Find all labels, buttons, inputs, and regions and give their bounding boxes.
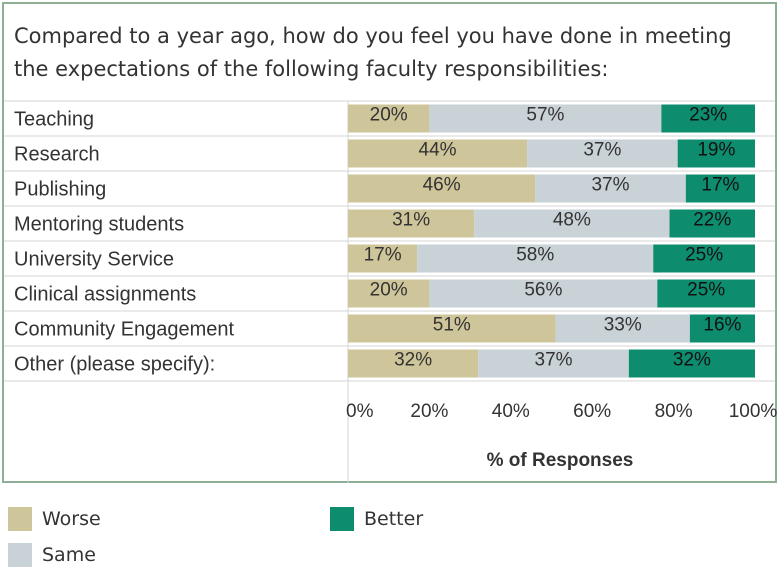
data-label: 32% (673, 350, 711, 371)
bar-same (555, 314, 690, 343)
data-label: 32% (394, 350, 432, 371)
bar-better (661, 104, 755, 133)
data-label: 17% (364, 245, 402, 266)
data-label: 44% (419, 140, 457, 161)
bar-better (653, 244, 755, 273)
bar-worse (348, 349, 479, 378)
data-label: 37% (535, 350, 573, 371)
legend: Worse Same Better (0, 500, 781, 578)
bars: 20% 57% 23% 44% 37% 19% 46% 37% 17% 31% 48% 22% 17% 5… (348, 104, 755, 378)
bar-same (474, 209, 670, 238)
legend-item-worse: Worse (8, 506, 101, 532)
data-label: 37% (591, 175, 629, 196)
bar-same (429, 104, 662, 133)
data-label: 58% (516, 245, 554, 266)
legend-swatch (8, 507, 32, 531)
bar-worse (348, 174, 536, 203)
chart-frame: Compared to a year ago, how do you feel … (2, 2, 777, 483)
bar-worse (348, 139, 528, 168)
data-label: 46% (423, 175, 461, 196)
data-label: 25% (687, 280, 725, 301)
data-label: 56% (524, 280, 562, 301)
bar-better (669, 209, 755, 238)
data-label: 51% (433, 315, 471, 336)
data-label: 48% (553, 210, 591, 231)
x-tick-label: 40% (492, 401, 530, 422)
bar-same (535, 174, 686, 203)
legend-swatch (330, 507, 354, 531)
category-label: Community Engagement (14, 319, 235, 341)
legend-label: Better (364, 508, 424, 530)
bar-worse (348, 209, 475, 238)
bar-better (685, 174, 755, 203)
bar-same (478, 349, 629, 378)
x-tick-label: 0% (346, 401, 374, 422)
legend-label: Same (42, 544, 96, 566)
bar-same (429, 279, 658, 308)
data-label: 20% (370, 105, 408, 126)
data-label: 31% (392, 210, 430, 231)
x-tick-label: 100% (729, 401, 778, 422)
legend-item-better: Better (330, 506, 423, 532)
bar-same (527, 139, 678, 168)
legend-label: Worse (42, 508, 101, 530)
stacked-bar-chart: 20% 57% 23% 44% 37% 19% 46% 37% 17% 31% 48% 22% 17% 5… (4, 100, 777, 483)
chart-title: Compared to a year ago, how do you feel … (14, 24, 732, 81)
x-axis-ticks: 0% 20% 40% 60% 80% 100% (346, 401, 777, 422)
category-label: University Service (14, 249, 174, 271)
data-label: 16% (703, 315, 741, 336)
legend-item-same: Same (8, 542, 96, 568)
x-axis-label: % of Responses (487, 450, 634, 471)
data-label: 23% (689, 105, 727, 126)
bar-worse (348, 314, 556, 343)
bar-better (677, 139, 755, 168)
data-label: 25% (685, 245, 723, 266)
bar-same (417, 244, 654, 273)
legend-swatch (8, 543, 32, 567)
x-tick-label: 60% (573, 401, 611, 422)
x-tick-label: 20% (410, 401, 448, 422)
data-label: 57% (526, 105, 564, 126)
bar-better (657, 279, 755, 308)
data-label: 19% (697, 140, 735, 161)
x-tick-label: 80% (655, 401, 693, 422)
category-label: Mentoring students (14, 214, 184, 236)
category-labels: Teaching Research Publishing Mentoring stud… (14, 109, 235, 376)
bar-worse (348, 279, 430, 308)
bar-better (689, 314, 755, 343)
bar-worse (348, 104, 430, 133)
data-label: 17% (701, 175, 739, 196)
category-label: Other (please specify): (14, 354, 215, 376)
category-label: Research (14, 144, 100, 166)
data-label: 37% (583, 140, 621, 161)
category-label: Clinical assignments (14, 284, 196, 306)
bar-better (628, 349, 755, 378)
category-label: Teaching (14, 109, 94, 131)
data-label: 22% (693, 210, 731, 231)
bar-worse (348, 244, 418, 273)
data-label: 20% (370, 280, 408, 301)
data-label: 33% (604, 315, 642, 336)
category-label: Publishing (14, 179, 106, 201)
